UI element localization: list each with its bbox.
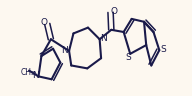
Text: N: N <box>100 34 107 43</box>
Text: O: O <box>40 18 47 27</box>
Text: CH₃: CH₃ <box>21 68 35 77</box>
Text: N: N <box>32 71 39 80</box>
Text: S: S <box>160 45 166 54</box>
Text: O: O <box>110 7 117 16</box>
Text: S: S <box>126 53 132 62</box>
Text: N: N <box>62 46 68 55</box>
